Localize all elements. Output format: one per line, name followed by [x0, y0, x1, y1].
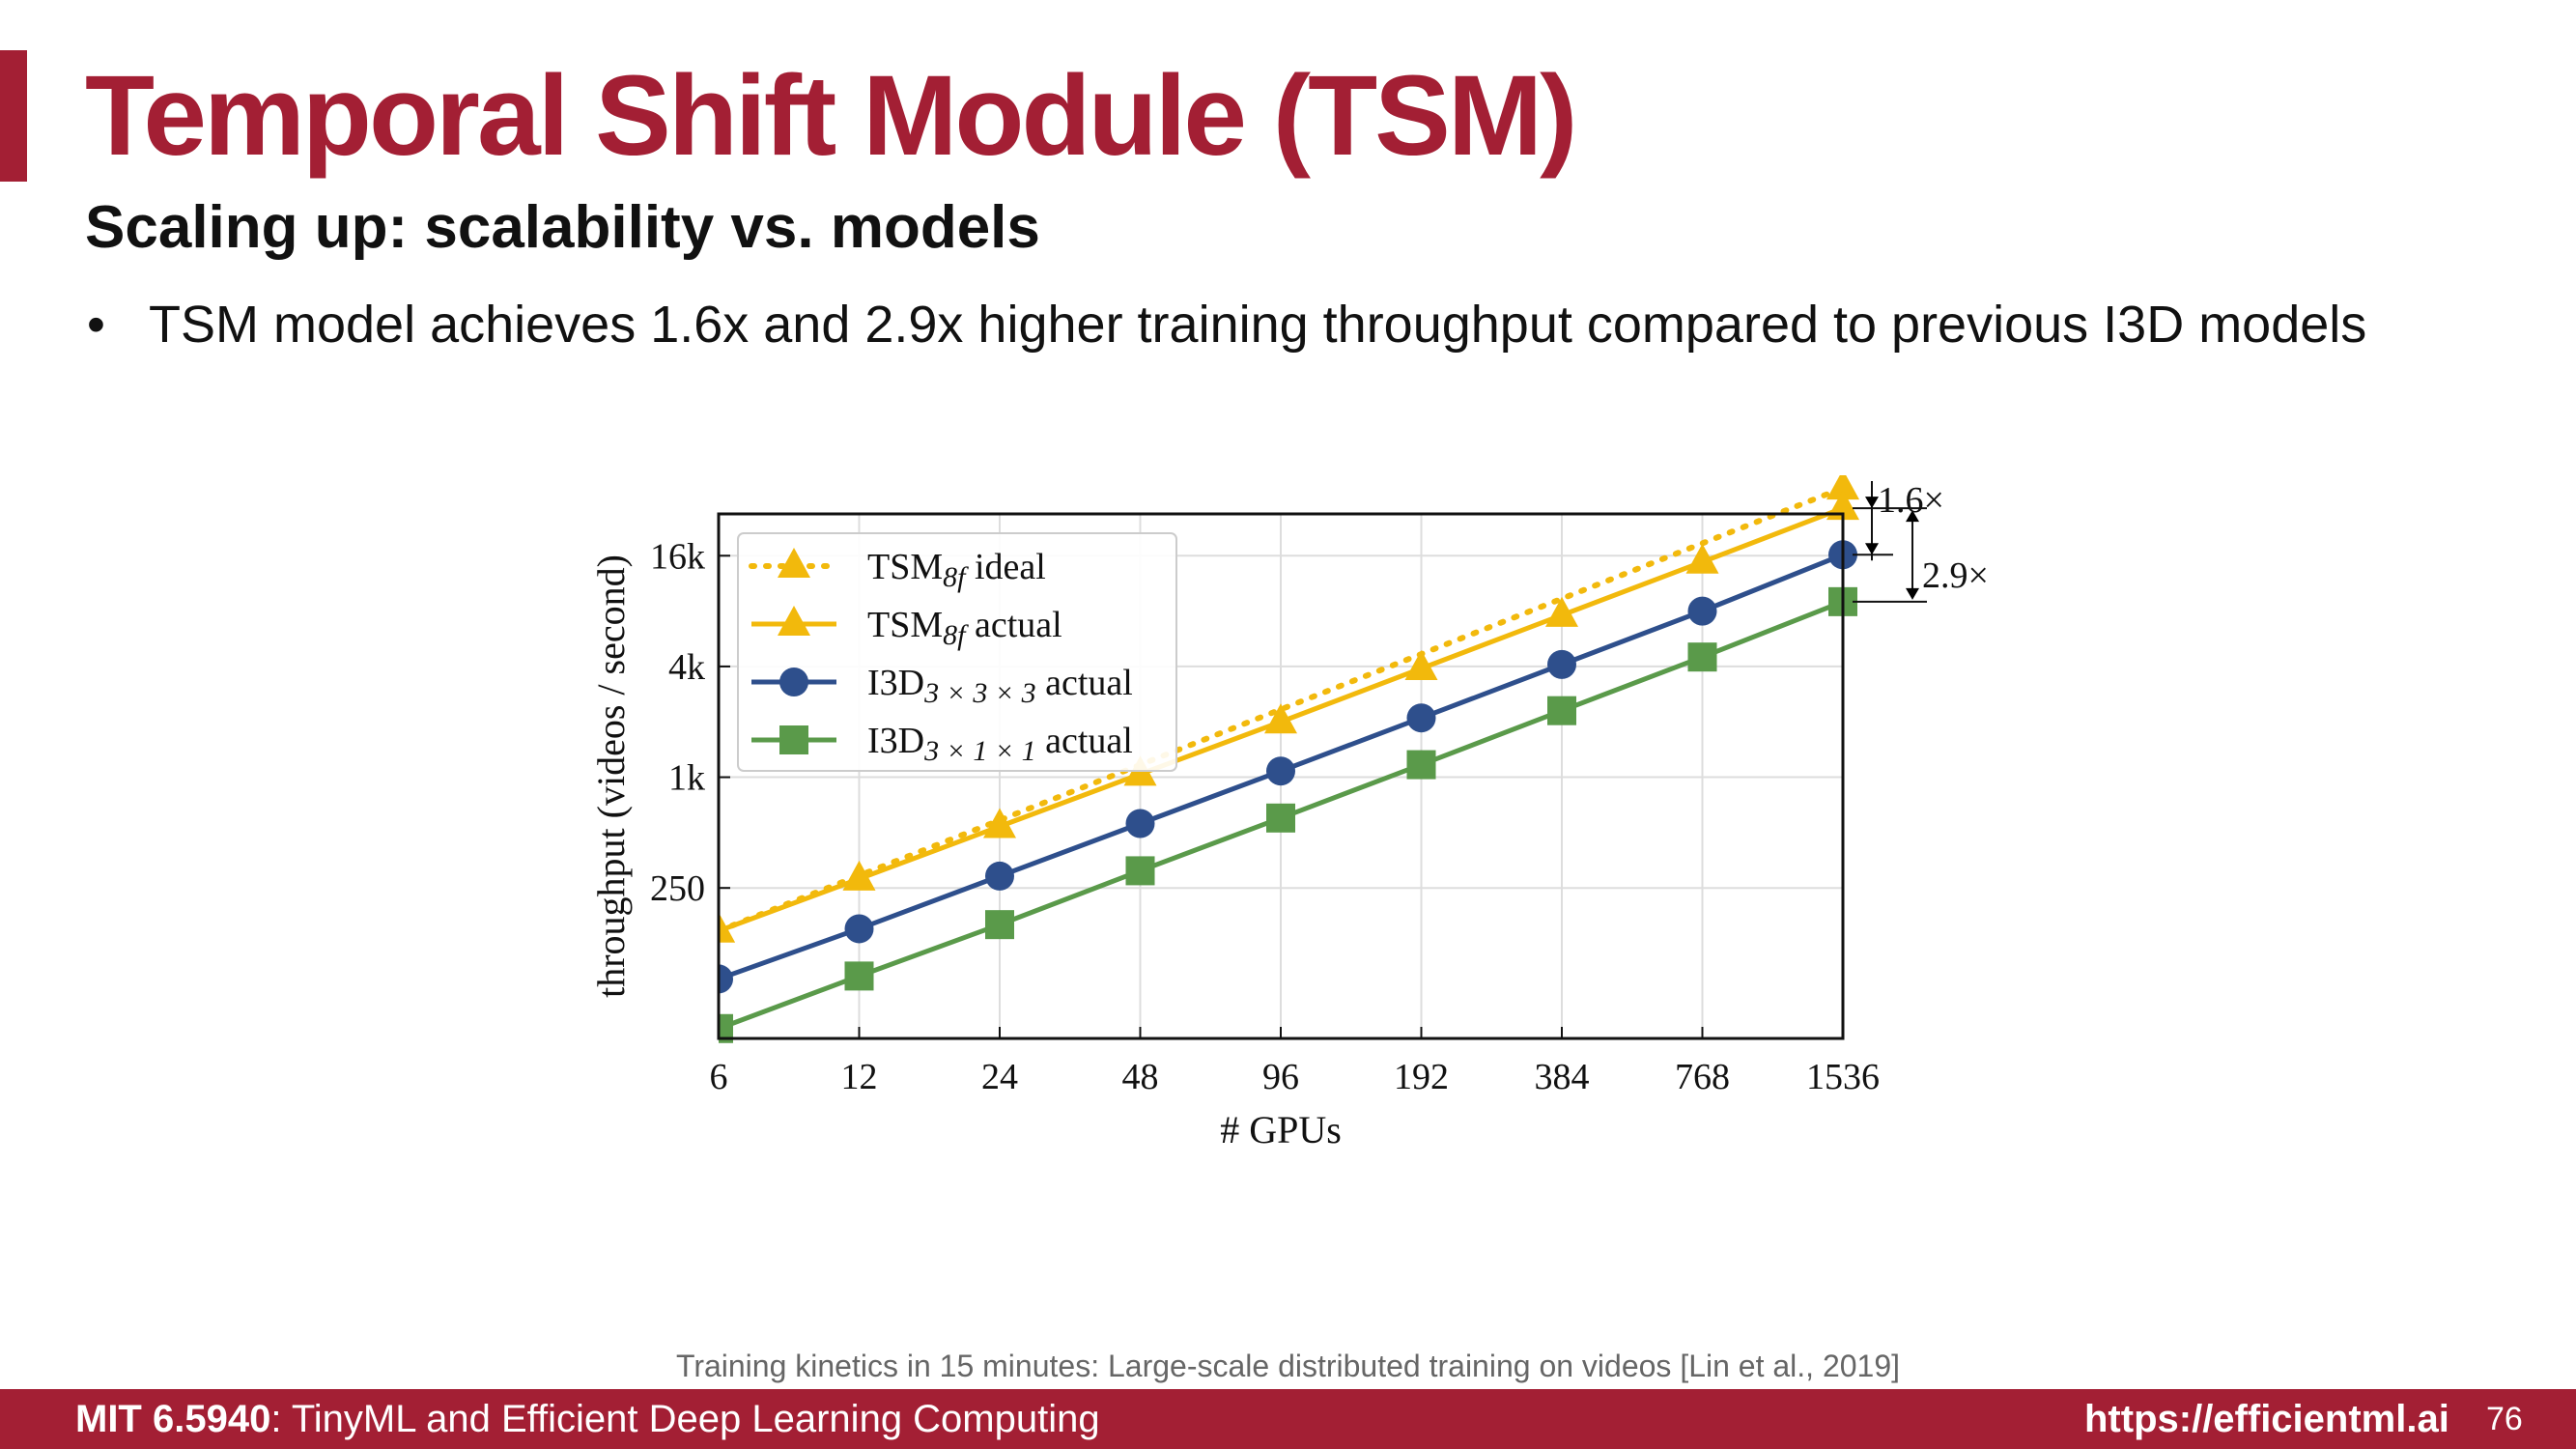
- series-line: [719, 485, 1846, 934]
- x-tick-label: 24: [981, 1057, 1018, 1097]
- data-point: [1687, 642, 1717, 672]
- y-axis-label: throughput (videos / second): [589, 554, 633, 998]
- x-axis-label: # GPUs: [1220, 1108, 1342, 1151]
- ratio-annotations: 1.6× 2.9×: [1853, 480, 1989, 603]
- footer-bar: MIT 6.5940: TinyML and Efficient Deep Le…: [0, 1389, 2576, 1449]
- arrow-head: [1906, 510, 1919, 523]
- bullet-text: TSM model achieves 1.6x and 2.9x higher …: [149, 296, 2367, 354]
- data-point: [1125, 856, 1155, 886]
- annotation-label: 2.9×: [1922, 555, 1989, 596]
- data-point: [719, 964, 733, 994]
- bullet-dot-icon: •: [87, 296, 105, 354]
- annotation-label: 1.6×: [1878, 480, 1944, 521]
- bullet-point: • TSM model achieves 1.6x and 2.9x higher…: [87, 286, 2366, 363]
- data-point: [1266, 756, 1295, 786]
- legend-marker: [779, 725, 808, 754]
- y-tick-label: 4k: [668, 647, 705, 688]
- series-4: [719, 586, 1857, 1043]
- x-tick-label: 192: [1394, 1057, 1449, 1097]
- legend-marker: [778, 548, 810, 578]
- x-tick-label: 768: [1675, 1057, 1730, 1097]
- data-point: [1685, 543, 1719, 574]
- legend-marker: [778, 606, 810, 636]
- series-3: [719, 540, 1857, 994]
- data-point: [844, 914, 874, 944]
- x-tick-label: 48: [1122, 1057, 1159, 1097]
- data-point: [985, 910, 1014, 940]
- footer-course-code: MIT 6.5940: [75, 1398, 271, 1440]
- legend-label: I3D3 × 3 × 3 actual: [867, 663, 1133, 709]
- slide-subtitle: Scaling up: scalability vs. models: [85, 194, 1040, 261]
- data-point: [1826, 490, 1859, 521]
- y-tick-label: 16k: [650, 536, 705, 577]
- title-accent-bar: [0, 50, 27, 182]
- chart-ticks: 6 12 24 48 96 192 384 768 1536 250 1k 4k 16k: [650, 536, 1880, 1097]
- data-point: [844, 961, 874, 991]
- arrow-head: [1865, 543, 1879, 555]
- data-point: [1826, 475, 1859, 500]
- x-tick-label: 12: [841, 1057, 878, 1097]
- legend-marker: [779, 668, 808, 696]
- footer-url[interactable]: https://efficientml.ai: [2084, 1398, 2449, 1440]
- slide-title: Temporal Shift Module (TSM): [85, 52, 1577, 180]
- x-tick-label: 384: [1535, 1057, 1590, 1097]
- y-tick-label: 250: [650, 868, 705, 909]
- data-point: [1264, 703, 1297, 734]
- legend-label: TSM8f actual: [867, 605, 1062, 651]
- data-point: [1266, 803, 1295, 833]
- arrow-head: [1865, 497, 1879, 509]
- chart-series: [719, 475, 1859, 1043]
- footer-course-name: : TinyML and Efficient Deep Learning Com…: [270, 1398, 1100, 1440]
- x-tick-label: 6: [710, 1057, 728, 1097]
- data-point: [1547, 649, 1576, 679]
- chart-legend: TSM8f ideal TSM8f actual I3D3 × 3 × 3 actu…: [737, 532, 1177, 772]
- footer-course: MIT 6.5940: TinyML and Efficient Deep Le…: [75, 1389, 1100, 1449]
- legend-label: TSM8f ideal: [867, 547, 1046, 593]
- legend-label: I3D3 × 1 × 1 actual: [867, 721, 1133, 767]
- data-point: [1687, 596, 1717, 626]
- data-point: [842, 860, 876, 891]
- page-number: 76: [2486, 1401, 2523, 1437]
- data-point: [1547, 696, 1576, 725]
- data-point: [719, 912, 735, 943]
- series-2: [719, 490, 1859, 943]
- data-point: [1545, 596, 1578, 627]
- data-point: [983, 808, 1016, 838]
- legend-box: [737, 532, 1177, 772]
- x-tick-label: 96: [1262, 1057, 1299, 1097]
- data-point: [1125, 809, 1155, 838]
- citation: Training kinetics in 15 minutes: Large-s…: [675, 1349, 1901, 1383]
- data-point: [1406, 750, 1436, 780]
- arrow-head: [1906, 587, 1919, 600]
- data-point: [1406, 703, 1436, 733]
- y-tick-label: 1k: [668, 758, 705, 799]
- data-point: [985, 861, 1014, 891]
- data-point: [1404, 650, 1438, 681]
- x-tick-label: 1536: [1806, 1057, 1880, 1097]
- data-point: [719, 1013, 733, 1043]
